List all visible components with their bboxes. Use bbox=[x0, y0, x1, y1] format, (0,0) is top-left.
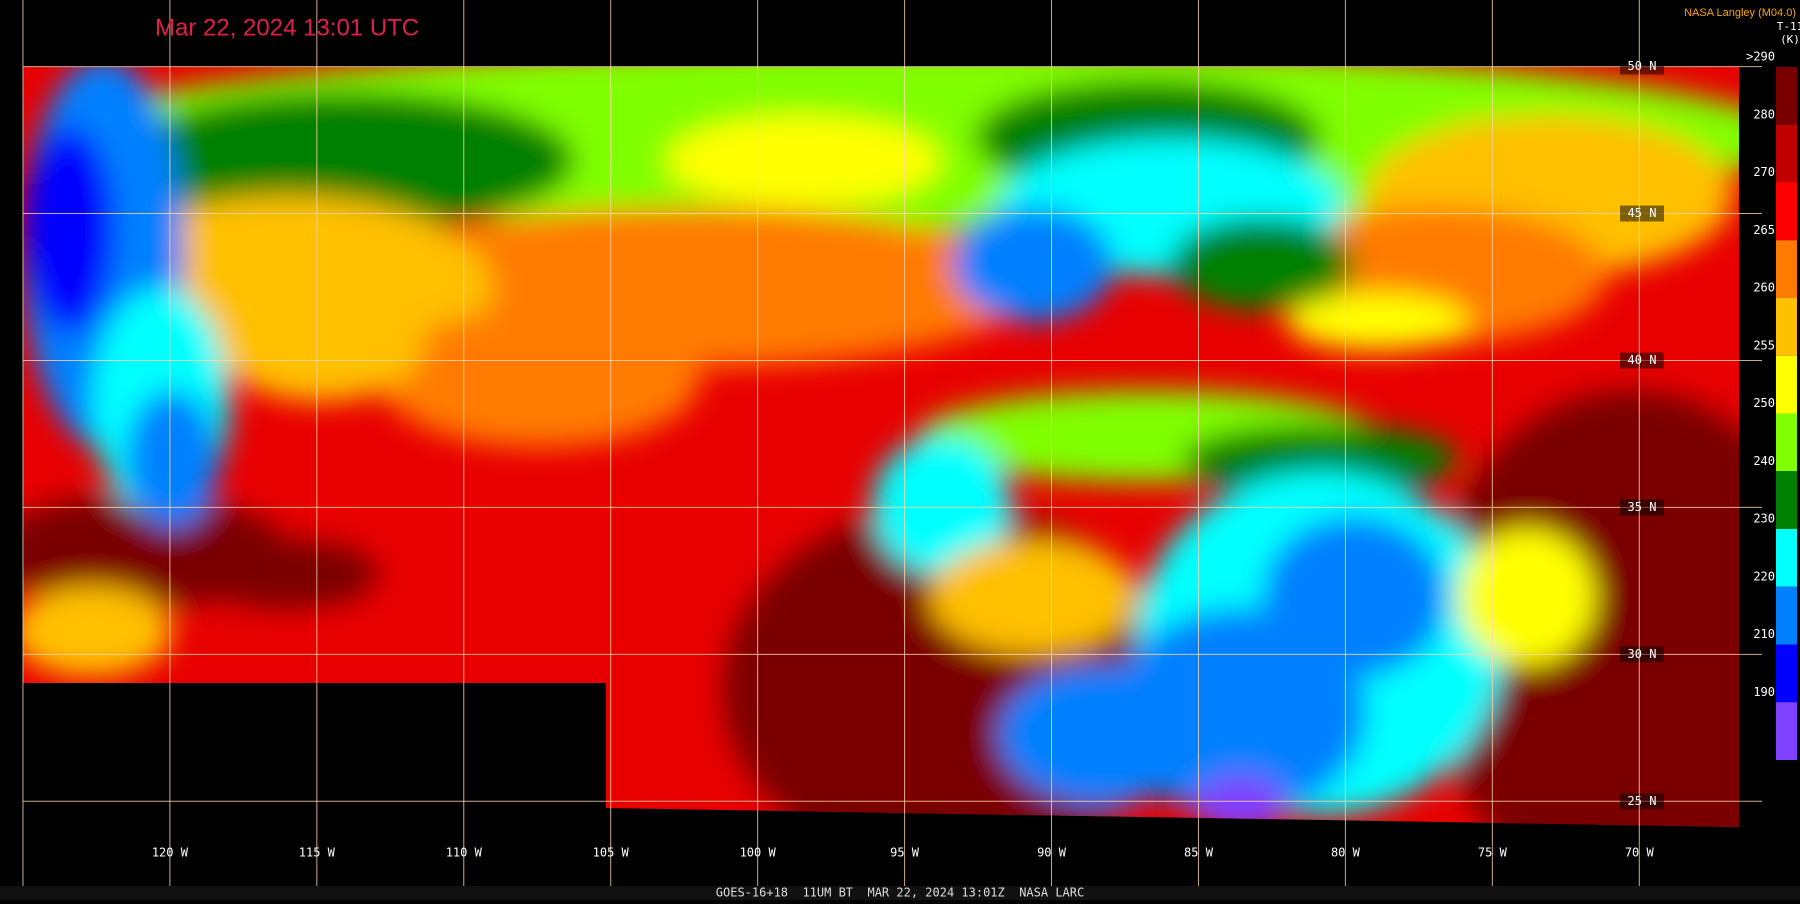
colorbar-swatch bbox=[1776, 298, 1797, 356]
cloud-region bbox=[1262, 516, 1447, 678]
latitude-label: 40 N bbox=[1628, 353, 1657, 367]
colorbar-swatch bbox=[1776, 355, 1797, 414]
longitude-label: 70 W bbox=[1625, 846, 1655, 860]
colorbar-label: 210 bbox=[1753, 627, 1775, 641]
legend-unit: (K) bbox=[1780, 33, 1800, 46]
colorbar-label: 270 bbox=[1753, 165, 1775, 179]
longitude-label: 95 W bbox=[890, 846, 920, 860]
colorbar-label: 250 bbox=[1753, 396, 1775, 410]
colorbar-label: 230 bbox=[1753, 512, 1775, 526]
colorbar-label: >290 bbox=[1746, 50, 1775, 64]
longitude-label: 85 W bbox=[1184, 846, 1214, 860]
cloud-region bbox=[1170, 218, 1355, 310]
longitude-label: 75 W bbox=[1478, 846, 1508, 860]
cloud-region bbox=[872, 436, 1011, 574]
longitude-label: 110 W bbox=[446, 846, 483, 860]
cloud-region bbox=[1193, 774, 1286, 827]
colorbar-swatch bbox=[1776, 529, 1797, 587]
cloud-region bbox=[1285, 292, 1470, 351]
latitude-label: 50 N bbox=[1628, 59, 1657, 73]
latitude-label: 30 N bbox=[1628, 647, 1657, 661]
longitude-label: 115 W bbox=[299, 846, 336, 860]
footer-text: GOES-16+18 11UM BT MAR 22, 2024 13:01Z N… bbox=[716, 886, 1084, 900]
colorbar-label: 265 bbox=[1753, 223, 1775, 237]
colorbar-swatch bbox=[1776, 67, 1797, 125]
cloud-region bbox=[1423, 390, 1739, 827]
colorbar-swatch bbox=[1776, 471, 1797, 529]
cloud-region bbox=[1182, 424, 1458, 494]
cloud-region bbox=[126, 390, 219, 529]
timestamp-title: Mar 22, 2024 13:01 UTC bbox=[155, 14, 419, 41]
cloud-region bbox=[952, 206, 1114, 322]
cloud-region bbox=[665, 114, 942, 207]
longitude-label: 100 W bbox=[740, 846, 777, 860]
cloud-region bbox=[23, 126, 115, 333]
colorbar-label: 240 bbox=[1753, 454, 1775, 468]
colorbar-swatch bbox=[1776, 586, 1797, 645]
graticule: 50 N 45 N 40 N 35 N 30 N 25 N 120 W 115 W 110 W 1… bbox=[22, 0, 1762, 886]
latitude-label-bg bbox=[1620, 793, 1664, 810]
colorbar-label: 190 bbox=[1753, 685, 1775, 699]
longitude-label: 120 W bbox=[152, 846, 189, 860]
credit: NASA Langley (M04.0) bbox=[1684, 7, 1796, 19]
latitude-label-bg bbox=[1620, 205, 1664, 222]
cloud-region bbox=[114, 91, 574, 230]
latitude-label-bg bbox=[1620, 58, 1664, 75]
colorbar-swatch bbox=[1776, 124, 1797, 183]
colorbar-swatch bbox=[1776, 182, 1797, 241]
cloud-region bbox=[23, 585, 173, 678]
colorbar-label: 255 bbox=[1753, 338, 1775, 352]
latitude-label-bg bbox=[1620, 499, 1664, 516]
latitude-label: 25 N bbox=[1628, 794, 1657, 808]
longitude-label: 80 W bbox=[1331, 846, 1361, 860]
latitude-label: 45 N bbox=[1628, 206, 1657, 220]
latitude-label-bg bbox=[1620, 352, 1664, 369]
footer-bar bbox=[0, 886, 1800, 900]
cloud-region bbox=[1457, 528, 1596, 666]
colorbar: >290 280 270 265 260 255 250 240 230 220 210 190 bbox=[1746, 50, 1797, 760]
cloud-region bbox=[195, 539, 379, 609]
colorbar-swatch bbox=[1776, 240, 1797, 298]
colorbar-swatch bbox=[1776, 413, 1797, 472]
cloud-region bbox=[218, 286, 425, 402]
colorbar-label: 260 bbox=[1753, 281, 1775, 295]
cloud-region bbox=[998, 665, 1206, 804]
longitude-label: 90 W bbox=[1037, 846, 1067, 860]
legend-title: T-11 bbox=[1777, 20, 1800, 33]
colorbar-label: 220 bbox=[1753, 569, 1775, 583]
cloud-region bbox=[929, 539, 1137, 655]
colorbar-swatch bbox=[1776, 702, 1797, 760]
latitude-label-bg bbox=[1620, 646, 1664, 663]
cloud-regions bbox=[23, 67, 1739, 827]
cloud-region bbox=[378, 309, 701, 448]
colorbar-swatch bbox=[1776, 644, 1797, 703]
latitude-label: 35 N bbox=[1628, 500, 1657, 514]
colorbar-label: 280 bbox=[1753, 107, 1775, 121]
longitude-label: 105 W bbox=[593, 846, 630, 860]
